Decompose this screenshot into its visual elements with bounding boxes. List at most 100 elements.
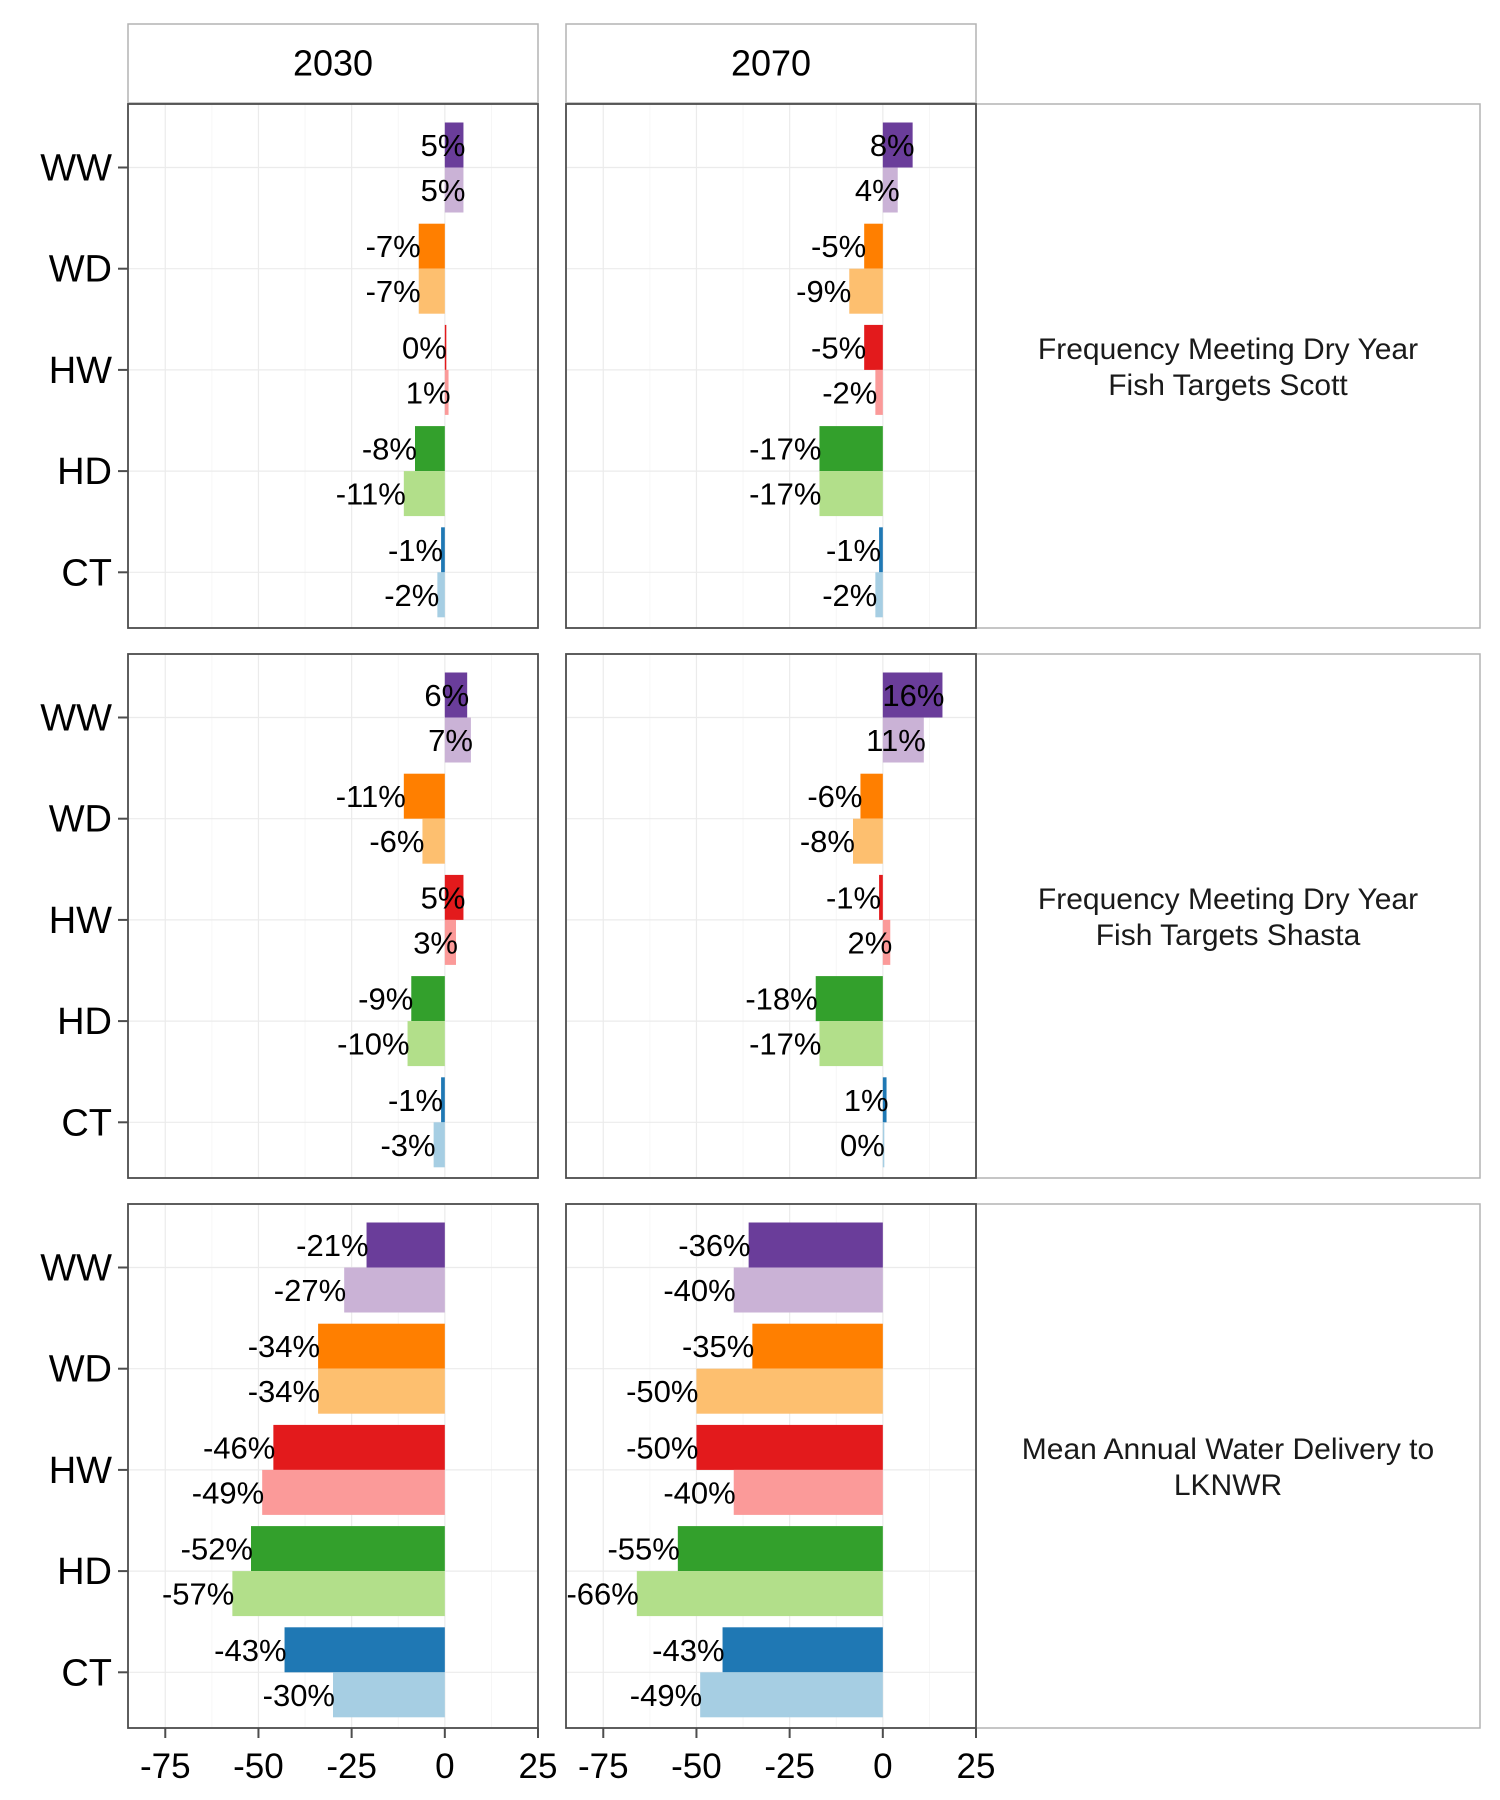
row-strip-1 xyxy=(975,653,1481,1179)
bar-ww-light xyxy=(882,717,924,763)
y-tick-label-wd: WD xyxy=(49,249,112,291)
bar-hw-light xyxy=(875,369,883,415)
y-tick-label-wd: WD xyxy=(49,1349,112,1391)
bar-wd-dark xyxy=(860,773,883,819)
panel-border xyxy=(565,1203,977,1729)
data-label: -5% xyxy=(811,229,866,264)
data-label: -3% xyxy=(380,1128,435,1163)
bar-wd-light xyxy=(422,818,445,864)
panel-border xyxy=(127,653,539,1179)
bar-hd-dark xyxy=(677,1526,883,1572)
y-tick-label-ct: CT xyxy=(61,1652,112,1694)
panel-border xyxy=(565,653,977,1179)
data-label: -6% xyxy=(807,779,862,814)
panel-border xyxy=(127,103,539,629)
bar-hw-dark xyxy=(879,874,883,920)
bar-ct-light xyxy=(882,1122,885,1168)
bar-hw-dark xyxy=(444,874,464,920)
bar-hd-dark xyxy=(819,426,883,472)
data-label: -43% xyxy=(652,1633,724,1668)
bar-ct-light xyxy=(437,572,445,618)
data-label: 16% xyxy=(882,678,944,713)
panel-0-2030: 5%5%-7%-7%0%1%-8%-11%-1%-2% xyxy=(127,103,539,629)
panel-1-2030: 6% 7% -11% -6% 5% 3%-9% -10% -1% -3% xyxy=(127,653,539,1179)
y-tick-label-ww: WW xyxy=(40,148,112,190)
row-strip-label-line: Mean Annual Water Delivery to xyxy=(1022,1433,1434,1466)
data-label: -11% xyxy=(336,477,406,512)
x-tick-label: 0 xyxy=(435,1747,454,1786)
bar-ct-light xyxy=(433,1122,445,1168)
y-tick-label-ct: CT xyxy=(61,1102,112,1144)
bar-hd-light xyxy=(636,1571,883,1617)
x-tick-label: 25 xyxy=(957,1747,996,1786)
data-label: -46% xyxy=(203,1430,275,1465)
data-label: 7% xyxy=(428,723,473,758)
bar-hw-light xyxy=(733,1469,883,1515)
bar-ww-dark xyxy=(444,122,464,168)
bar-wd-dark xyxy=(403,773,445,819)
bar-ct-dark xyxy=(882,1077,887,1123)
data-label: -18% xyxy=(745,982,817,1017)
data-label: -5% xyxy=(811,330,866,365)
bar-wd-light xyxy=(418,268,445,314)
panel-background xyxy=(128,654,538,1178)
y-tick-label-ww: WW xyxy=(40,1248,112,1290)
data-label: -40% xyxy=(663,1475,735,1510)
data-label: -36% xyxy=(678,1228,750,1263)
bar-wd-light xyxy=(696,1368,883,1414)
panel-2-2070: -36% -40% -35% -50% -50% -40% -55% -66% -43% -49% xyxy=(565,1203,977,1729)
data-label: -7% xyxy=(366,229,421,264)
bar-ww-light xyxy=(733,1267,883,1313)
row-strip-2 xyxy=(975,1203,1481,1729)
data-label: -49% xyxy=(192,1475,264,1510)
data-label: -2% xyxy=(384,578,439,613)
y-tick-label-hw: HW xyxy=(49,900,112,942)
data-label: -50% xyxy=(626,1430,698,1465)
bar-hd-dark xyxy=(815,976,883,1022)
data-label: -40% xyxy=(663,1273,735,1308)
bar-ct-dark xyxy=(441,527,445,573)
bar-ww-light xyxy=(444,717,471,763)
data-label: -66% xyxy=(566,1577,638,1612)
row-strip-0 xyxy=(975,103,1481,629)
data-label: -21% xyxy=(296,1228,368,1263)
bar-hd-light xyxy=(819,471,883,517)
data-label: -2% xyxy=(822,375,877,410)
data-label: 0% xyxy=(840,1128,885,1163)
data-label: 5% xyxy=(421,173,466,208)
data-label: 0% xyxy=(402,330,447,365)
data-label: -6% xyxy=(369,824,424,859)
row-strip-label-line: Fish Targets Scott xyxy=(1108,369,1348,402)
data-label: -17% xyxy=(749,477,821,512)
data-label: -30% xyxy=(263,1678,335,1713)
bar-hw-dark xyxy=(444,324,447,370)
bar-hd-dark xyxy=(415,426,445,472)
data-label: -7% xyxy=(366,274,421,309)
data-label: -9% xyxy=(358,982,413,1017)
data-label: -8% xyxy=(800,824,855,859)
data-label: -17% xyxy=(749,432,821,467)
bar-ct-dark xyxy=(441,1077,445,1123)
bar-wd-dark xyxy=(752,1323,883,1369)
data-label: -43% xyxy=(214,1633,286,1668)
bar-hw-light xyxy=(444,369,449,415)
bar-ww-dark xyxy=(748,1222,883,1268)
x-tick-label: 25 xyxy=(519,1747,558,1786)
bar-hw-dark xyxy=(273,1424,445,1470)
data-label: 1% xyxy=(406,375,451,410)
bar-wd-light xyxy=(849,268,883,314)
data-label: 5% xyxy=(421,880,466,915)
row-strip-label-line: Frequency Meeting Dry Year xyxy=(1038,333,1418,366)
data-label: -2% xyxy=(822,578,877,613)
x-tick-label: -25 xyxy=(764,1747,815,1786)
data-label: 3% xyxy=(413,925,458,960)
bar-wd-light xyxy=(853,818,883,864)
bar-ww-dark xyxy=(444,672,468,718)
data-label: -49% xyxy=(630,1678,702,1713)
data-label: -34% xyxy=(248,1329,320,1364)
bar-hw-light xyxy=(882,919,891,965)
row-strip-label-line: Frequency Meeting Dry Year xyxy=(1038,883,1418,916)
data-label: 8% xyxy=(870,128,915,163)
bar-ww-dark xyxy=(882,122,913,168)
